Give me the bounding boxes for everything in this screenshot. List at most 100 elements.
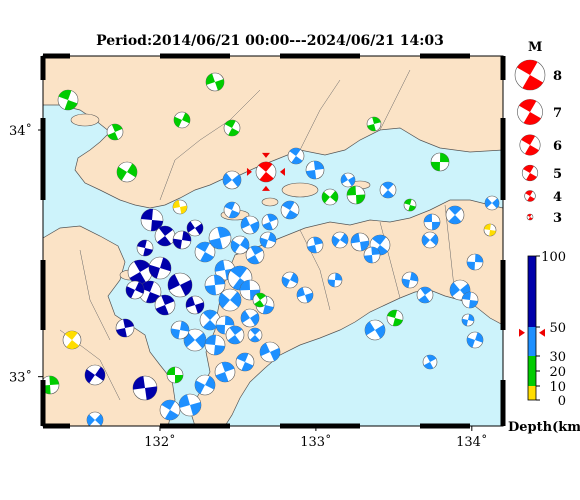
focal-mechanism [259,231,277,249]
focal-mechanism [172,199,188,215]
depth-tick-label: 50 [549,321,566,336]
frame-bar [160,53,230,59]
focal-mechanism [208,226,232,250]
frame-bar [40,56,46,80]
magnitude-legend-symbol [517,99,543,125]
magnitude-legend-label: 7 [553,106,562,121]
focal-mechanism [106,123,124,141]
depth-bar-surface [528,386,536,400]
boundary-line [59,69,456,401]
focal-mechanism [57,89,79,111]
focal-mechanism [194,241,216,263]
focal-mechanism [245,245,265,265]
focal-mechanism [346,185,366,205]
focal-mechanism [235,352,255,372]
focal-mechanism [154,294,176,316]
land-shikoku [189,199,503,426]
frame-bar [280,423,360,429]
depth-legend-title: Depth(km) [508,420,580,435]
island [281,182,319,198]
focal-mechanism [214,361,236,383]
focal-mechanism [86,411,104,426]
focal-mechanism [186,219,204,237]
magnitude-legend-label: 8 [553,69,562,84]
focal-mechanism [350,232,370,252]
focal-mechanism [194,374,216,396]
focal-mechanism [261,213,279,231]
focal-mechanism [327,272,343,288]
depth-bar-frame [527,255,537,401]
focal-mechanism [205,72,225,92]
focal-mechanism [379,181,397,199]
frame-bar [500,380,506,426]
focal-mechanism [340,172,356,188]
depth-tick-label: 100 [541,250,566,265]
focal-mechanism [240,215,260,235]
magnitude-legend-title: M [528,40,542,55]
focal-mechanism [84,364,106,386]
focal-mechanism [422,354,438,370]
map-area [43,56,503,426]
focal-mechanism [247,327,263,343]
focal-mechanism [252,292,268,308]
island [261,197,279,207]
depth-bar-deep [528,256,536,327]
focal-mechanism [148,256,172,280]
frame-bar [40,380,46,426]
focal-mechanism [204,274,226,296]
magnitude-legend-label: 3 [553,211,562,226]
lat-tick-label: 34˚ [9,123,32,139]
focal-mechanism [401,271,419,289]
focal-mechanism [204,334,226,356]
depth-marker-right [539,328,545,337]
frame-bar [43,53,70,59]
focal-mechanism [127,259,153,285]
lat-tick-label: 33˚ [9,370,32,386]
depth-bar-shallow [528,356,536,386]
focal-mechanism [225,325,245,345]
frame-bar [43,423,70,429]
focal-mechanism [132,375,158,401]
focal-mechanism [223,201,241,219]
lon-tick-label: 133˚ [300,434,331,450]
focal-mechanism [280,200,300,220]
focal-mechanism [281,271,299,289]
earthquake-layer [43,72,500,426]
focal-mechanism [136,239,154,257]
focal-mechanism [167,272,193,298]
map-frame [42,55,504,427]
focal-mechanism [321,188,339,206]
focal-mechanism [331,231,349,249]
focal-mechanism [183,328,207,352]
focal-mechanism [170,320,190,340]
focal-mechanism [222,170,242,190]
focal-mechanism [296,286,314,304]
focal-mechanism [423,213,441,231]
land-honshu-chugoku [43,56,503,209]
focal-mechanism [43,375,60,395]
depth-tick-label: 0 [558,394,566,409]
axis-labels: 132˚ 133˚ 134˚ 33˚ 34˚ [9,123,488,450]
highlight-event-marker [246,152,285,191]
magnitude-legend-symbol [514,59,546,91]
frame-bar [280,53,360,59]
magnitude-legend-symbol [524,190,536,202]
focal-mechanism [416,286,434,304]
focal-mechanism [173,111,191,129]
magnitude-legend-symbol [521,164,539,182]
focal-mechanism [466,331,484,349]
focal-mechanism [364,319,386,341]
focal-mechanism [230,235,250,255]
focal-mechanism [154,225,176,247]
focal-mechanism [484,195,500,211]
highlight-event-mechanism [255,161,277,183]
focal-mechanism [240,308,260,328]
focal-mechanism [140,208,164,232]
focal-mechanism [259,341,281,363]
frame-bar [420,53,470,59]
focal-mechanism [62,330,82,350]
island [70,113,100,127]
magnitude-legend: M8 7 6 5 4 3 [514,40,562,226]
focal-mechanism [421,231,439,249]
